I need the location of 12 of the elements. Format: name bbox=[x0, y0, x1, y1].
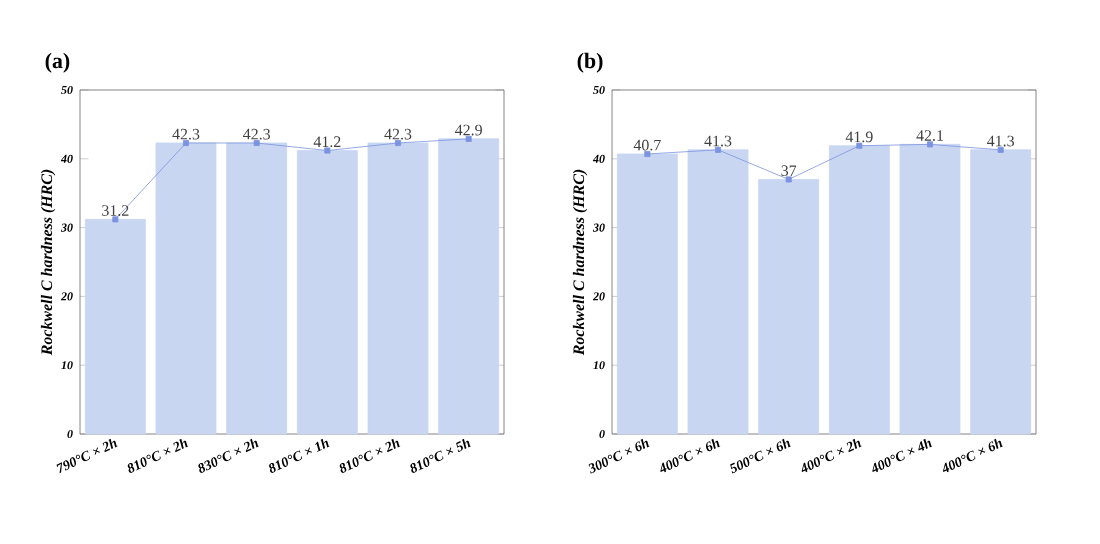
point bbox=[112, 216, 119, 223]
bar bbox=[226, 142, 288, 435]
point bbox=[785, 176, 792, 183]
chart-title: (a) bbox=[45, 52, 70, 73]
bar bbox=[84, 218, 146, 435]
point bbox=[927, 141, 934, 148]
bar bbox=[438, 138, 500, 435]
point bbox=[324, 147, 331, 154]
bar bbox=[296, 150, 358, 435]
bar bbox=[155, 142, 217, 435]
chart-title: (b) bbox=[577, 52, 603, 73]
bar bbox=[367, 142, 429, 435]
